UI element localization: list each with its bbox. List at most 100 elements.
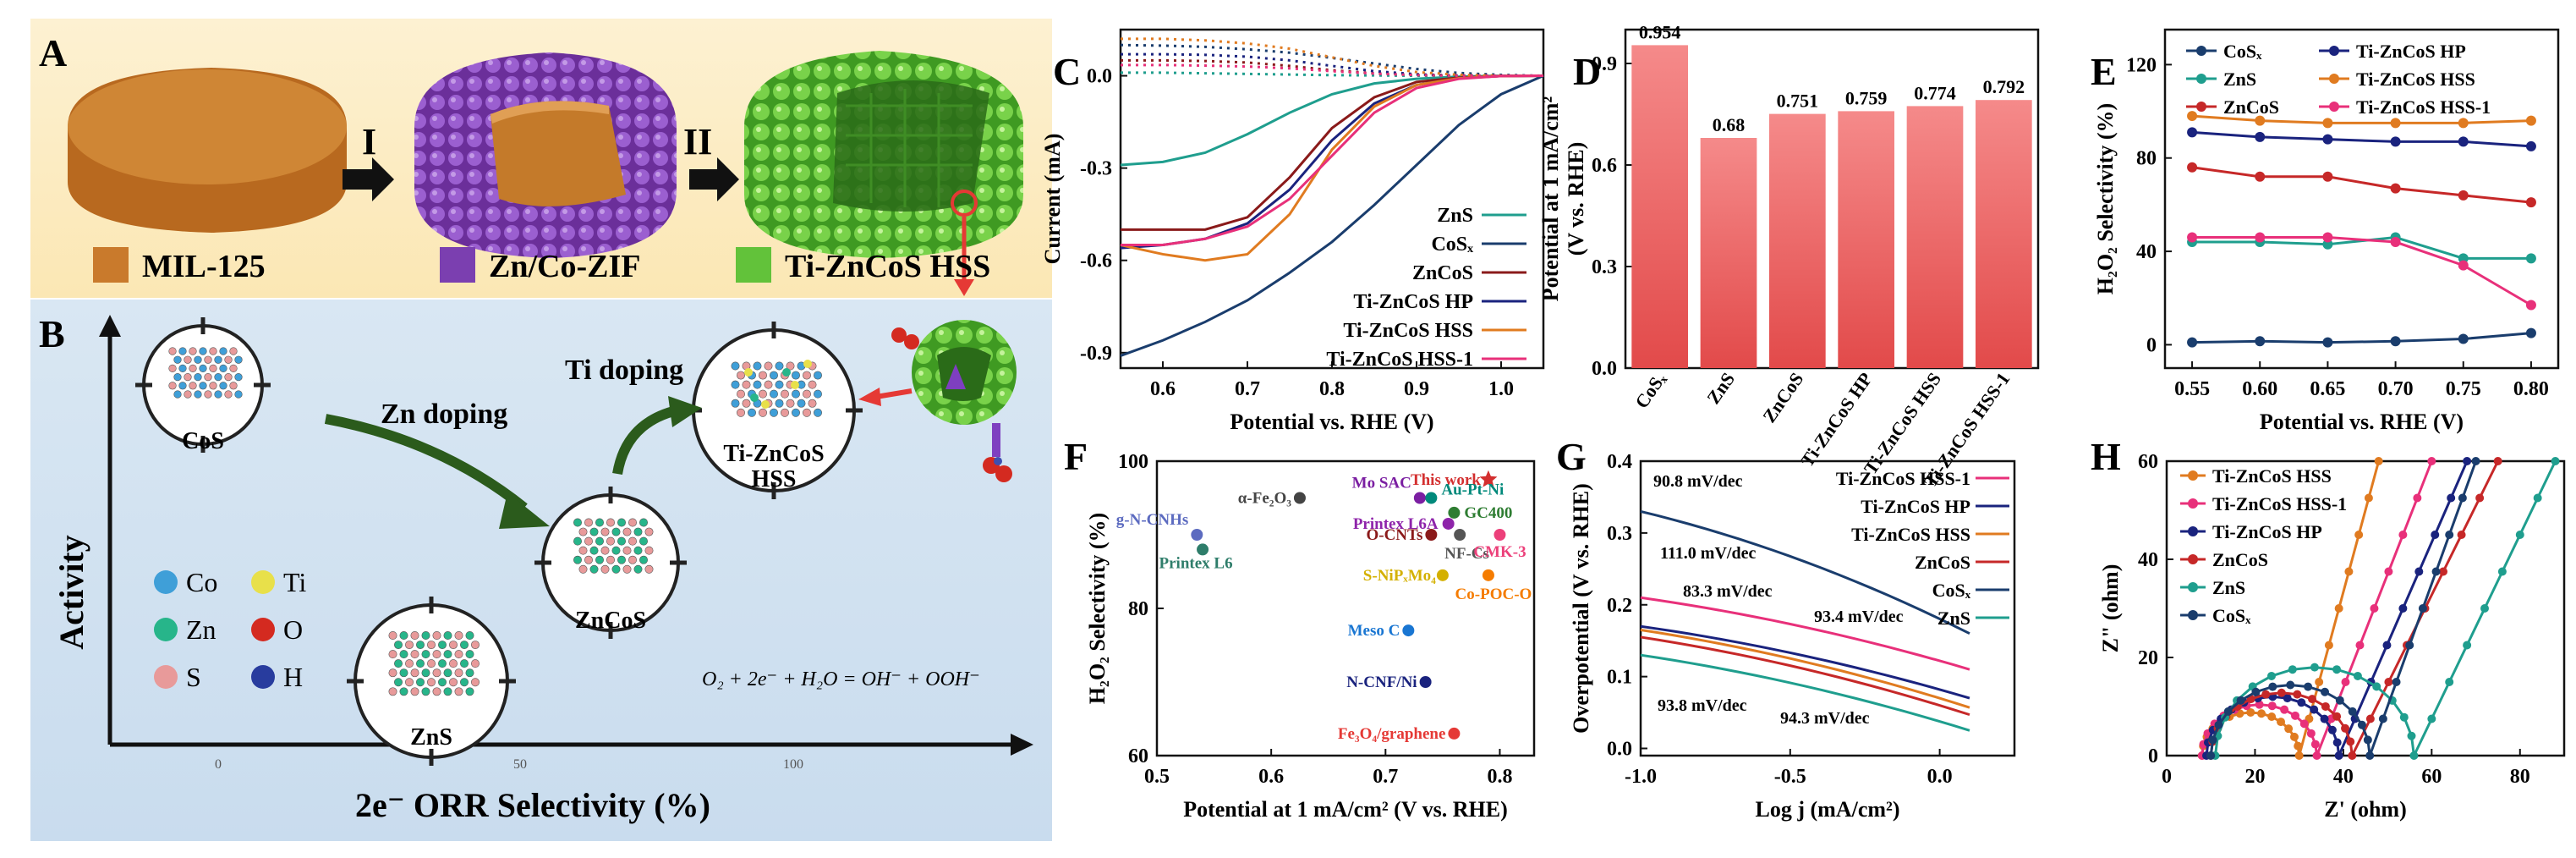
ti-zncos-lattice-atom [775, 380, 784, 389]
panel-h-nyquist-chart: H 0 20 40 60 80 0 20 40 60 Z' (ohm) Z" (ohm) Ti-ZnCo… [2091, 435, 2566, 822]
legend-swatch-zn-co-zif [440, 247, 475, 283]
element-swatch-o [251, 618, 275, 641]
cos-lattice-atom [173, 372, 182, 382]
panel-e-data-point [2187, 162, 2198, 173]
zns-lattice-atom [427, 678, 436, 687]
panel-h-data-point [2206, 751, 2216, 760]
element-label-s: S [186, 662, 201, 692]
activity-axis-arrow-icon [99, 315, 121, 337]
panel-c-legend-label: Ti-ZnCoS HSS-1 [1326, 349, 1473, 371]
panel-h-data-point [2321, 687, 2330, 696]
cos-lattice-atom [184, 355, 192, 364]
panel-h-data-point [2310, 740, 2320, 749]
panel-h-data-point [2266, 671, 2276, 680]
panel-h-data-point [2439, 567, 2448, 576]
panel-h-legend-marker [2188, 526, 2198, 536]
zns-lattice-atom [432, 631, 441, 640]
panel-e-data-point [2390, 237, 2401, 248]
ti-zncos-lattice-atom [731, 380, 740, 389]
panel-d-bar [1700, 138, 1757, 368]
zns-lattice-atom [438, 641, 447, 650]
panel-h-data-point [2277, 688, 2286, 697]
panel-h-data-point [2297, 698, 2306, 707]
panel-h-legend-label: ZnS [2212, 577, 2245, 598]
panel-h-data-point [2515, 531, 2524, 539]
cos-lattice-atom [234, 390, 243, 399]
zncos-lattice-atom [617, 536, 626, 546]
cos-lattice-atom [168, 382, 177, 390]
ti-atom [744, 368, 753, 377]
panel-e-ylabel: H₂O₂ Selectivity (%) [2093, 103, 2118, 294]
panel-letter-d: D [1573, 50, 1601, 93]
panel-g-tafel-line [1640, 635, 1970, 717]
zn-atom [782, 368, 791, 377]
panel-e-data-point [2322, 337, 2333, 348]
panel-h-data-point [2445, 678, 2454, 686]
ti-zncos-lattice-atom [742, 380, 751, 389]
panel-letter-h: H [2091, 435, 2121, 478]
panel-e-data-point [2390, 136, 2401, 147]
panel-h-xtick-label: 80 [2510, 766, 2530, 788]
panel-c-legend-label: CoSₓ [1431, 234, 1473, 256]
orr-equation: O₂ + 2e⁻ + H₂O = OH⁻ + OOH⁻ [702, 668, 980, 690]
zns-lattice-atom [388, 687, 397, 696]
panel-h-data-point [2324, 641, 2333, 650]
panel-h-data-point [2405, 641, 2414, 650]
panel-h-data-point [2267, 701, 2277, 711]
panel-h-data-point [2214, 720, 2223, 729]
zns-lattice-atom [449, 641, 458, 650]
zns-lattice-atom [454, 650, 463, 659]
panel-g-legend-label: ZnCoS [1915, 552, 1970, 573]
cos-lattice-atom [224, 390, 233, 399]
panel-h-data-point [2399, 712, 2409, 722]
panel-d-bar-value-label: 0.759 [1845, 87, 1888, 108]
zncos-lattice-atom [606, 518, 615, 527]
panel-d-bar-value-label: 0.954 [1639, 21, 1681, 42]
ti-doping-arrowhead-icon [668, 396, 702, 427]
panel-e-xtick-label: 0.55 [2174, 378, 2210, 400]
panel-f-data-point [1197, 543, 1209, 556]
ti-zncos-lattice-atom [742, 399, 751, 408]
panel-h-data-point [2364, 493, 2373, 503]
panel-c-xtick-label: 0.9 [1404, 378, 1429, 400]
panel-e-data-point [2458, 333, 2469, 344]
zncos-lattice-atom [633, 564, 643, 574]
panel-h-legend-label: Ti-ZnCoS HSS-1 [2212, 493, 2347, 514]
panel-h-data-point [2384, 567, 2393, 576]
panel-h-data-point [2463, 641, 2472, 650]
panel-e-ytick-label: 80 [2136, 148, 2157, 170]
cos-lattice-atom [189, 347, 197, 355]
panel-g-ylabel: Overpotential (V vs. RHE) [1569, 483, 1593, 734]
panel-c-ytick-label: -0.9 [1080, 343, 1112, 365]
activity-axis-label: Activity [52, 535, 90, 650]
element-label-ti: Ti [283, 567, 306, 597]
zncos-label: ZnCoS [575, 608, 646, 634]
panel-h-plot-frame [2165, 459, 2566, 757]
zncos-lattice-atom [589, 546, 599, 555]
cos-lattice-atom [229, 382, 238, 390]
panel-g-legend-label: Ti-ZnCoS HSS-1 [1836, 468, 1970, 489]
ti-zncos-lattice-atom [792, 408, 800, 417]
panel-d-ylabel-line1: Potential at 1 mA/cm² [1538, 96, 1563, 302]
zns-lattice-atom [388, 668, 397, 678]
panel-h-data-point [2346, 737, 2355, 746]
cos-lattice-atom [214, 355, 222, 364]
zncos-lattice-atom [578, 564, 588, 574]
zncos-lattice-atom [622, 527, 632, 536]
panel-f-ytick-label: 60 [1128, 745, 1148, 767]
panel-c-xlabel: Potential vs. RHE (V) [1230, 410, 1433, 434]
panel-e-data-point [2187, 232, 2198, 243]
panel-e-data-point [2525, 253, 2536, 264]
panel-d-bar-value-label: 0.774 [1914, 82, 1956, 103]
ti-zncos-lattice-atom [770, 408, 778, 417]
ti-atom [803, 360, 812, 368]
zns-label: ZnS [410, 724, 452, 751]
zns-lattice-atom [465, 668, 474, 678]
panel-g-slope-annotation: 94.3 mV/dec [1780, 709, 1870, 728]
cos-lattice-atom [173, 390, 182, 399]
zns-lattice-atom [443, 687, 452, 696]
ti-zncos-lattice-atom [786, 399, 795, 408]
zncos-lattice-atom [639, 518, 648, 527]
panel-h-legend-marker [2188, 498, 2198, 509]
panel-h-data-point [2294, 751, 2304, 760]
